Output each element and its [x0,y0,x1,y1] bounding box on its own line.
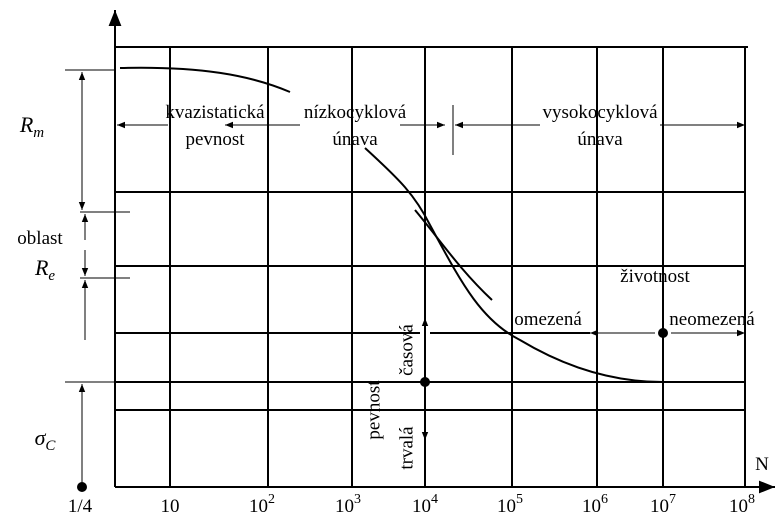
region-arrows [117,105,745,440]
strength-permanent: trvalá [396,426,417,470]
x-tick-label: 105 [497,492,523,517]
exponent: 3 [354,492,361,507]
life-limited: omezená [514,309,582,330]
left-markers [65,69,130,492]
exponent: 8 [748,492,755,507]
region-label: vysokocyklová [542,102,658,123]
region-label: nízkocyklová [304,102,407,123]
base: R [19,112,34,137]
base: 10 [582,496,601,517]
base: R [34,255,49,280]
x-tick-label: 106 [582,492,608,517]
base: 10 [335,496,354,517]
base: σ [35,425,47,450]
subscript: e [48,268,55,284]
labels: RmoblastReσCkvazistatickápevnostnízkocyk… [17,102,769,517]
x-tick-label: 103 [335,492,361,517]
rm-label: Rm [19,112,44,141]
re-label: Re [34,255,55,284]
region-label: únava [577,129,623,150]
exponent: 7 [669,492,676,507]
x-tick-label: 1/4 [68,496,93,517]
x-tick-label: 108 [729,492,755,517]
x-tick-label: 10 [161,496,180,517]
exponent: 5 [516,492,523,507]
x-tick-label: 104 [412,492,438,517]
subscript: C [45,438,56,454]
curves [119,66,669,384]
region-label: pevnost [185,129,245,150]
region-label: únava [332,129,378,150]
subscript: m [33,125,44,141]
base: 10 [412,496,431,517]
x-axis-name: N [755,454,769,475]
x-tick-label: 107 [650,492,676,517]
exponent: 2 [268,492,275,507]
x-tick-label: 102 [249,492,275,517]
strength-time: časová [396,324,417,376]
sigma-label: σC [35,425,57,454]
base: 10 [729,496,748,517]
oblast-label: oblast [17,228,63,249]
base: 10 [650,496,669,517]
exponent: 4 [431,492,438,507]
base: 10 [249,496,268,517]
base: 1/4 [68,496,93,517]
strength-title: pevnost [363,380,384,440]
exponent: 6 [601,492,608,507]
base: 10 [497,496,516,517]
base: 10 [161,496,180,517]
life-unlimited: neomezená [669,309,755,330]
region-label: kvazistatická [165,102,265,123]
life-title: životnost [620,266,690,287]
